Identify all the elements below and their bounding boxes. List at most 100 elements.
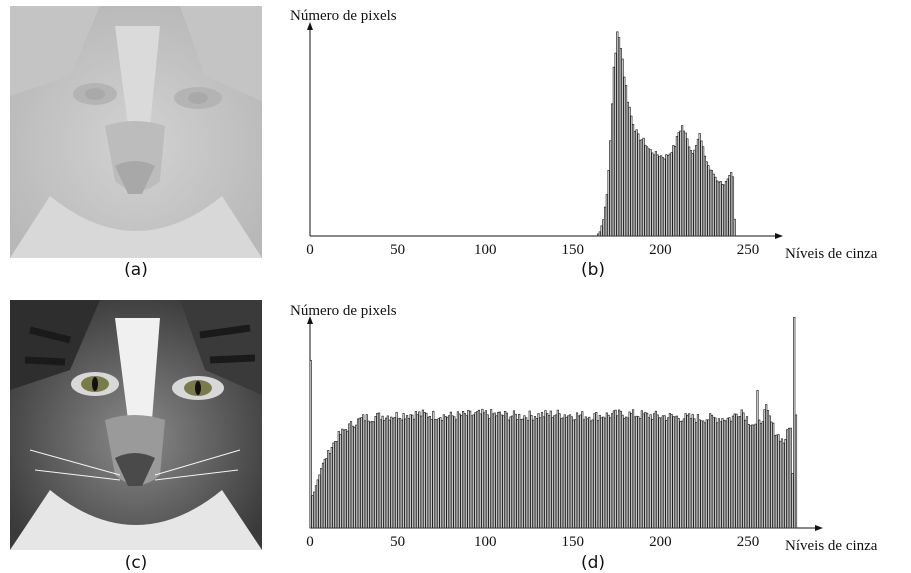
bar-b-186 bbox=[635, 129, 638, 237]
bar-d-24 bbox=[351, 425, 354, 529]
bar-b-202 bbox=[663, 158, 666, 237]
x-tick-label-b-0: 0 bbox=[306, 242, 314, 258]
bar-b-233 bbox=[717, 181, 721, 237]
bar-b-225 bbox=[703, 155, 706, 237]
bar-b-179 bbox=[623, 76, 626, 237]
bar-d-271 bbox=[784, 438, 787, 529]
bar-b-235 bbox=[721, 184, 724, 237]
bar-b-217 bbox=[689, 150, 692, 237]
bar-d-118 bbox=[516, 419, 519, 529]
bar-d-65 bbox=[423, 412, 426, 529]
caption-b: (b) bbox=[580, 260, 606, 280]
bar-b-242 bbox=[733, 218, 736, 237]
bar-d-255 bbox=[756, 390, 759, 529]
bar-d-151 bbox=[574, 419, 577, 529]
bar-d-127 bbox=[532, 419, 535, 529]
bar-d-217 bbox=[689, 418, 692, 529]
bar-d-119 bbox=[518, 413, 521, 529]
bar-d-138 bbox=[551, 417, 554, 529]
bar-d-159 bbox=[588, 416, 591, 529]
bar-b-232 bbox=[716, 180, 719, 237]
bar-b-201 bbox=[661, 157, 664, 237]
bar-d-87 bbox=[462, 410, 465, 529]
bar-d-261 bbox=[766, 410, 770, 529]
bar-d-251 bbox=[749, 425, 752, 529]
x-tick-label-d-200: 200 bbox=[649, 534, 672, 550]
bar-d-3 bbox=[314, 485, 318, 529]
bar-d-100 bbox=[484, 410, 487, 529]
bar-d-246 bbox=[740, 409, 743, 529]
bar-d-51 bbox=[399, 418, 402, 529]
bar-d-265 bbox=[773, 435, 777, 529]
bar-d-4 bbox=[316, 479, 319, 529]
bar-d-83 bbox=[455, 419, 458, 529]
bar-d-274 bbox=[789, 427, 792, 529]
bar-d-6 bbox=[320, 468, 323, 529]
bar-b-173 bbox=[612, 66, 615, 237]
photo-c-cat-equalized bbox=[10, 300, 262, 550]
bar-b-218 bbox=[691, 153, 694, 237]
bar-d-137 bbox=[549, 410, 552, 529]
bar-d-258 bbox=[761, 421, 764, 529]
bar-d-253 bbox=[752, 424, 756, 529]
bar-d-74 bbox=[439, 417, 442, 529]
bar-d-175 bbox=[616, 415, 619, 529]
bar-d-61 bbox=[416, 414, 419, 529]
bar-b-187 bbox=[637, 133, 640, 237]
bar-d-188 bbox=[639, 418, 642, 529]
bar-d-91 bbox=[469, 410, 472, 529]
bar-d-234 bbox=[719, 421, 722, 529]
bar-d-66 bbox=[425, 412, 428, 529]
bar-d-244 bbox=[737, 416, 740, 529]
bar-d-81 bbox=[451, 415, 454, 529]
bar-b-197 bbox=[654, 151, 657, 237]
bar-d-99 bbox=[483, 412, 486, 529]
bar-d-143 bbox=[560, 418, 563, 529]
photo-a-cat-low-contrast bbox=[10, 6, 262, 258]
bar-d-186 bbox=[635, 415, 638, 529]
bar-d-142 bbox=[558, 413, 561, 529]
bar-b-241 bbox=[731, 176, 735, 237]
bar-d-37 bbox=[374, 416, 377, 529]
bar-d-270 bbox=[782, 442, 785, 529]
bar-b-188 bbox=[639, 139, 642, 237]
bar-d-266 bbox=[775, 434, 778, 529]
bar-d-89 bbox=[465, 415, 468, 529]
bar-d-14 bbox=[334, 441, 337, 529]
bar-d-164 bbox=[596, 420, 600, 529]
bar-d-181 bbox=[626, 417, 629, 529]
bar-d-262 bbox=[768, 415, 771, 529]
bar-d-39 bbox=[377, 412, 381, 529]
ylabel-b: Número de pixels bbox=[290, 8, 397, 24]
bar-d-19 bbox=[342, 429, 346, 529]
bar-d-235 bbox=[721, 418, 724, 529]
bar-d-272 bbox=[786, 429, 789, 529]
bar-b-219 bbox=[693, 149, 696, 237]
bar-d-156 bbox=[582, 419, 586, 529]
bar-d-228 bbox=[709, 413, 712, 529]
bar-d-163 bbox=[595, 411, 598, 529]
bar-d-263 bbox=[770, 421, 773, 529]
bar-d-239 bbox=[728, 417, 731, 529]
bar-b-210 bbox=[677, 132, 680, 237]
bar-d-109 bbox=[500, 414, 503, 529]
bar-d-153 bbox=[577, 415, 580, 529]
bar-b-226 bbox=[705, 161, 708, 237]
bar-d-215 bbox=[686, 414, 689, 529]
caption-d: (d) bbox=[580, 553, 606, 573]
bar-d-198 bbox=[656, 414, 659, 529]
bar-d-49 bbox=[395, 411, 398, 529]
bar-d-177 bbox=[619, 410, 622, 529]
bar-d-106 bbox=[495, 415, 498, 529]
bar-d-96 bbox=[477, 409, 480, 529]
bar-d-243 bbox=[735, 413, 738, 529]
bar-d-233 bbox=[717, 418, 721, 529]
bar-b-182 bbox=[628, 106, 631, 237]
bar-d-72 bbox=[435, 419, 438, 529]
bar-d-213 bbox=[682, 418, 685, 529]
bar-d-187 bbox=[637, 416, 640, 529]
bar-d-232 bbox=[716, 422, 719, 529]
bar-d-242 bbox=[733, 413, 736, 529]
bar-d-59 bbox=[413, 418, 416, 529]
bar-d-8 bbox=[323, 458, 326, 529]
